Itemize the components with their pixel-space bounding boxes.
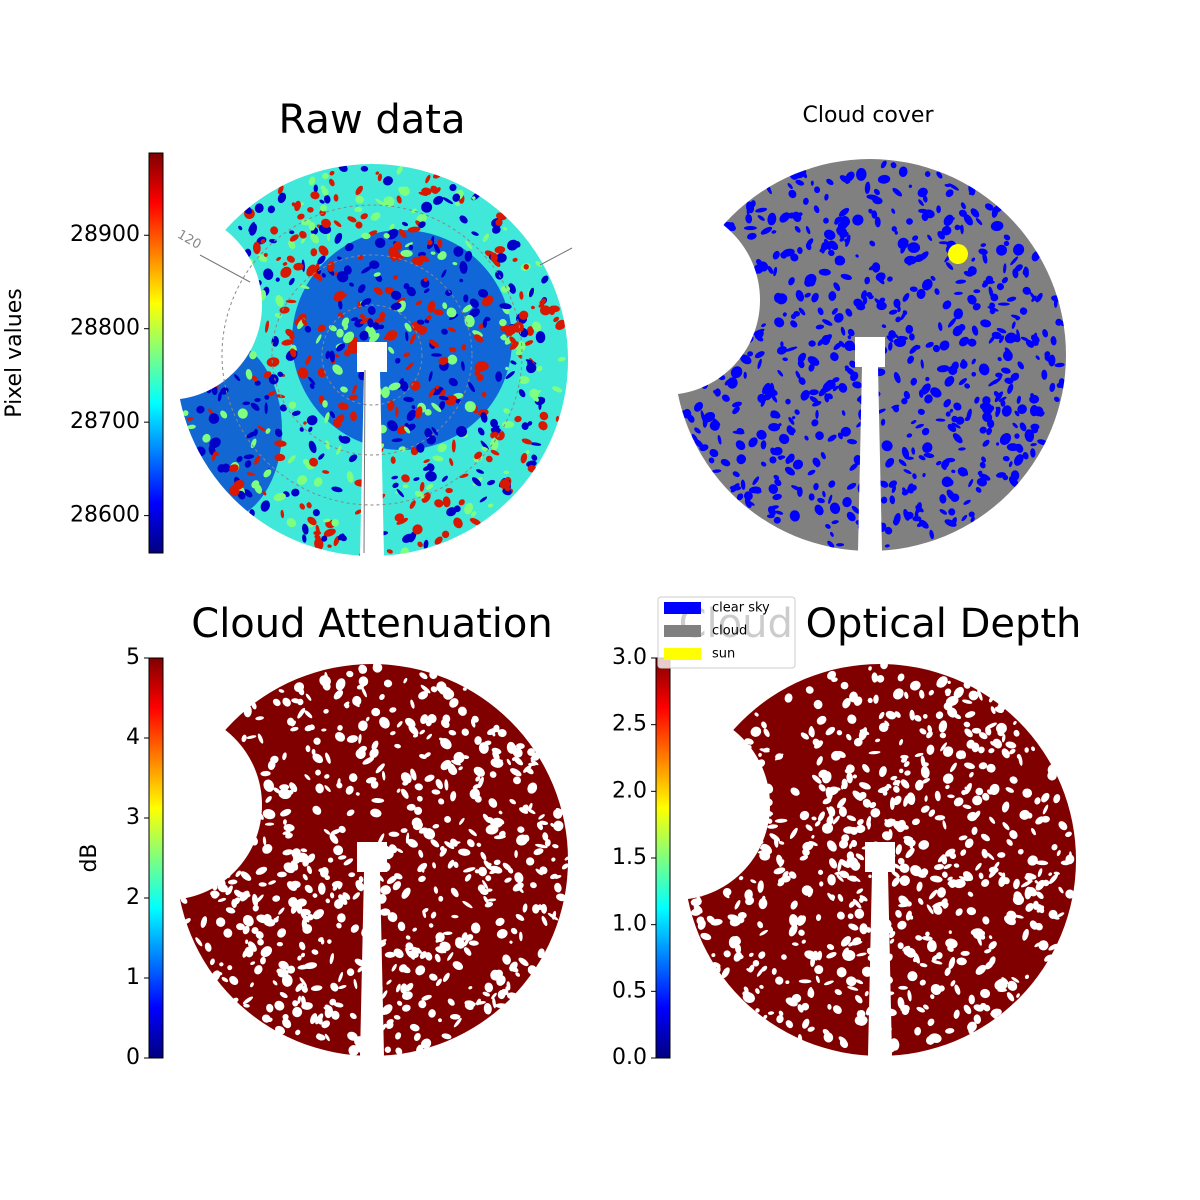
colorbar-tick-label: 1.5 xyxy=(612,845,647,870)
colorbar-tick-label: 2.5 xyxy=(612,712,647,737)
legend-label: clear sky xyxy=(712,601,770,616)
legend: clear sky cloud sun xyxy=(657,596,796,669)
colorbar-label: Pixel values xyxy=(2,288,27,417)
sky-image xyxy=(683,660,1076,1056)
legend-swatch xyxy=(664,602,701,614)
panel-title: Raw data xyxy=(279,97,466,143)
sky-image xyxy=(162,163,568,558)
colorbar-tick-label: 2 xyxy=(126,885,140,910)
legend-swatch xyxy=(664,648,701,660)
colorbar xyxy=(655,657,671,1059)
polar-grid xyxy=(199,254,251,283)
sun xyxy=(948,244,968,264)
colorbar-tick-label: 4 xyxy=(126,725,140,750)
colorbar xyxy=(148,657,164,1059)
legend-swatch xyxy=(664,625,701,637)
legend-label: sun xyxy=(712,647,735,662)
colorbar-tick-label: 1 xyxy=(126,965,140,990)
polar-grid xyxy=(539,247,573,266)
colorbar-label: dB xyxy=(77,843,102,872)
colorbar-tick-label: 28700 xyxy=(70,409,140,434)
colorbar-tick-label: 0.0 xyxy=(612,1045,647,1070)
colorbar xyxy=(148,152,164,554)
polar-grid xyxy=(221,204,523,506)
colorbar-tick-label: 3.0 xyxy=(612,645,647,670)
colorbar-tick-label: 2.0 xyxy=(612,778,647,803)
polar-grid xyxy=(271,254,473,456)
polar-grid xyxy=(363,369,366,554)
colorbar-tick-label: 0 xyxy=(126,1045,140,1070)
sky-image xyxy=(175,662,570,1060)
polar-grid xyxy=(321,304,423,406)
colorbar-tick-label: 28900 xyxy=(70,222,140,247)
panel-title: Cloud cover xyxy=(803,103,935,128)
colorbar-tick-label: 28600 xyxy=(70,503,140,528)
colorbar-tick-label: 5 xyxy=(126,645,140,670)
colorbar-tick-label: 28800 xyxy=(70,316,140,341)
colorbar-tick-label: 3 xyxy=(126,805,140,830)
panel-title: Cloud Attenuation xyxy=(191,601,552,647)
colorbar-tick-label: 0.5 xyxy=(612,978,647,1003)
colorbar-tick-label: 1.0 xyxy=(612,912,647,937)
legend-label: cloud xyxy=(712,624,747,639)
sky-image xyxy=(674,159,1067,553)
